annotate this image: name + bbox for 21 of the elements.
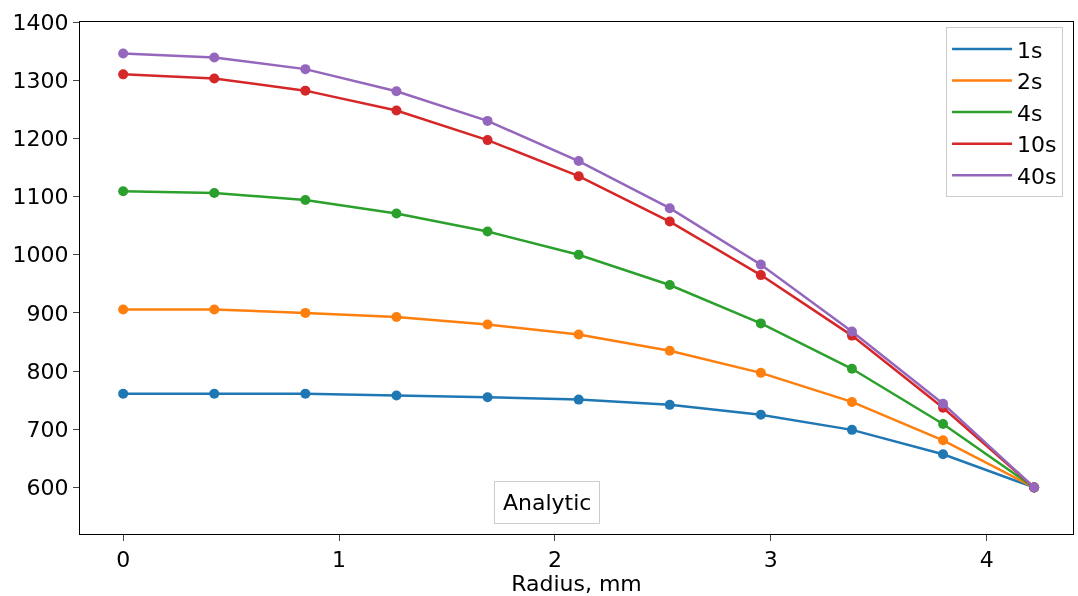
- y-tick-label: 1000: [12, 242, 69, 268]
- y-tick-label: 600: [26, 475, 69, 501]
- y-tick-label: 900: [26, 300, 69, 326]
- legend-label: 10s: [1017, 132, 1057, 158]
- y-tick-label: 800: [26, 358, 69, 384]
- legend-label: 2s: [1017, 69, 1043, 95]
- y-tick-label: 700: [26, 416, 69, 442]
- legend-label: 40s: [1017, 163, 1057, 189]
- x-tick-label: 2: [547, 547, 562, 573]
- annotation: Analytic: [503, 490, 592, 515]
- y-tick-label: 1100: [12, 184, 69, 210]
- legend-label: 1s: [1017, 37, 1043, 63]
- y-tick-label: 1300: [12, 67, 69, 93]
- y-tick-label: 1200: [12, 126, 69, 152]
- x-axis-title: Radius, mm: [511, 571, 642, 596]
- y-tick-label: 1400: [12, 9, 69, 35]
- x-tick-label: 3: [763, 547, 778, 573]
- legend-label: 4s: [1017, 100, 1043, 126]
- x-tick-label: 1: [332, 547, 347, 573]
- x-tick-label: 4: [979, 547, 994, 573]
- x-tick-label: 0: [116, 547, 131, 573]
